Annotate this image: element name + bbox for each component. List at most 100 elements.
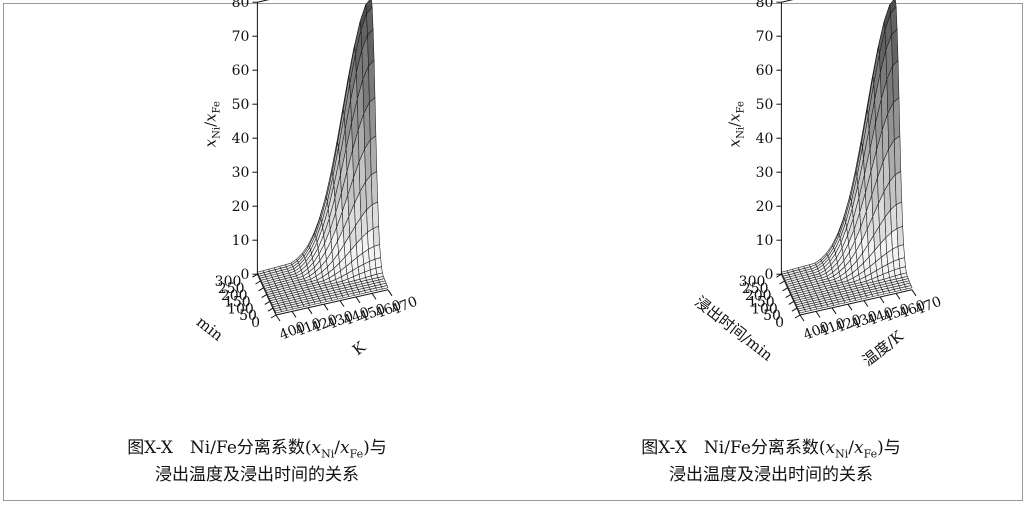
surface-patch [894, 171, 903, 206]
surface-patch [372, 225, 380, 247]
time-tick-mark [779, 280, 785, 285]
caption-prefix: 图X-X Ni/Fe分离系数( [127, 438, 312, 458]
temp-tick-mark [387, 289, 393, 297]
z-tick-label: 70 [232, 29, 250, 45]
time-tick-label: 200 [745, 288, 772, 304]
z-tick-label: 40 [756, 131, 774, 147]
caption-line2-left: 浸出温度及浸出时间的关系 [155, 465, 359, 485]
z-tick-label: 50 [756, 97, 774, 113]
temp-tick-label: 470 [913, 294, 944, 319]
caption-sub1: Ni [321, 447, 335, 461]
time-tick-label: 300 [215, 274, 242, 290]
figure-frame [3, 3, 1023, 501]
temp-tick-mark [799, 314, 805, 322]
caption-sub1: Ni [835, 447, 849, 461]
temp-axis-line [275, 289, 389, 316]
surface-patch [898, 257, 906, 269]
z-tick-label: 60 [232, 63, 250, 79]
surface-patch [370, 171, 379, 206]
temp-tick-mark [371, 293, 377, 300]
surface-patch [368, 59, 376, 103]
z-tick-label: 60 [756, 63, 774, 79]
caption-suffix: )与 [877, 438, 901, 458]
surface-patch [369, 97, 377, 141]
caption-var1: x [311, 438, 322, 458]
caption-line2-right: 浸出温度及浸出时间的关系 [669, 465, 873, 485]
time-tick-label: 250 [218, 281, 245, 297]
temp-tick-label: 470 [389, 294, 420, 319]
back-top-edge [257, 0, 270, 3]
temp-tick-mark [911, 289, 917, 297]
z-tick-label: 40 [232, 131, 250, 147]
surface-chart-left: 01020304050607080xNi/xFe3002502001501005… [193, 0, 420, 359]
surface-patch [891, 28, 899, 67]
temp-axis-label: K [349, 337, 370, 359]
time-tick-mark [776, 273, 782, 278]
surface-patch [892, 59, 900, 103]
caption-var2: x [340, 438, 350, 458]
surface-patch [895, 201, 903, 229]
temp-tick-mark [831, 307, 837, 315]
caption-slash: / [334, 438, 341, 458]
back-top-edge [781, 0, 794, 3]
surface-patch [371, 201, 379, 229]
surface-patch [893, 97, 901, 141]
time-tick-mark [270, 314, 277, 319]
z-tick-label: 30 [756, 165, 774, 181]
time-tick-label: 50 [239, 308, 257, 324]
z-tick-label: 80 [232, 0, 250, 11]
z-tick-label: 30 [232, 165, 250, 181]
temp-tick-mark [339, 300, 345, 307]
caption-prefix: 图X-X Ni/Fe分离系数( [641, 438, 826, 458]
chart-panel-left: 0 10 20 30 40 50 60 70 80 xNi/xFe 300 250 200 150 100 5… [127, 0, 420, 485]
z-tick-label: 20 [232, 199, 250, 215]
time-tick-label: 50 [763, 308, 781, 324]
caption-line1-right: 图X-X Ni/Fe分离系数(xNi/xFe)与 [514, 437, 1028, 465]
caption-var2: x [854, 438, 864, 458]
temp-tick-mark [847, 303, 853, 311]
z-tick-label: 10 [232, 233, 250, 249]
surface-patch [374, 257, 382, 269]
time-tick-label: 100 [751, 301, 778, 317]
surface-patch [905, 285, 913, 290]
time-tick-label: 0 [775, 315, 784, 331]
time-tick-mark [267, 307, 274, 312]
z-tick-label: 80 [756, 0, 774, 11]
surface-patch [381, 285, 389, 290]
surface-patch [367, 28, 375, 67]
caption-slash: / [848, 438, 855, 458]
temp-axis-label: 温度/K [859, 327, 907, 370]
temp-tick-mark [307, 307, 313, 315]
time-tick-mark [264, 300, 271, 305]
surface-chart-right: 01020304050607080xNi/xFe3002502001501005… [691, 0, 944, 370]
z-tick-label: 10 [756, 233, 774, 249]
temp-tick-mark [323, 303, 329, 311]
time-tick-label: 300 [739, 274, 766, 290]
time-tick-mark [252, 273, 258, 278]
temp-tick-mark [895, 293, 901, 300]
caption-sub2: Fe [863, 447, 878, 461]
time-tick-mark [255, 280, 261, 285]
surface-patch [897, 244, 905, 260]
time-tick-label: 0 [251, 315, 260, 331]
caption-suffix: )与 [363, 438, 387, 458]
temp-tick-mark [355, 296, 361, 304]
temp-tick-mark [291, 311, 297, 318]
z-tick-label: 50 [232, 97, 250, 113]
z-tick-label: 20 [756, 199, 774, 215]
surface-patch [373, 244, 381, 260]
time-tick-mark [794, 314, 801, 319]
z-tick-label: 70 [756, 29, 774, 45]
z-tick-label: 0 [764, 267, 773, 283]
surface-patch [894, 135, 902, 176]
temp-axis-line [799, 289, 913, 316]
time-tick-label: 150 [224, 295, 251, 311]
time-tick-mark [788, 300, 795, 305]
time-tick-mark [258, 287, 264, 292]
time-axis-label: min [193, 313, 227, 345]
time-tick-mark [782, 287, 788, 292]
time-tick-label: 150 [748, 295, 775, 311]
z-axis-label: xNi/xFe [201, 101, 222, 147]
surface-patch [370, 135, 378, 176]
time-tick-label: 250 [742, 281, 769, 297]
